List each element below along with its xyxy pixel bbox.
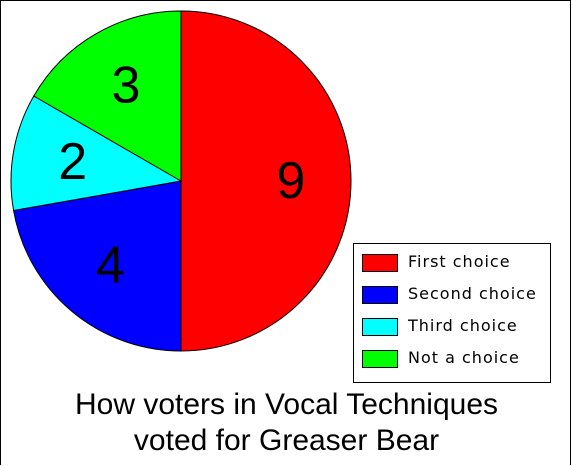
slice-value-label-not-a-choice: 3 <box>112 57 141 115</box>
pie-slice-second-choice <box>13 180 182 352</box>
chart-title: How voters in Vocal Techniques voted for… <box>1 387 572 459</box>
legend-label-not-a-choice: Not a choice <box>408 348 520 367</box>
slice-value-label-third-choice: 2 <box>58 133 87 191</box>
legend-label-second-choice: Second choice <box>408 284 537 303</box>
legend: First choice Second choice Third choice … <box>353 243 551 383</box>
chart-title-line-1: How voters in Vocal Techniques <box>74 388 499 421</box>
legend-swatch-third-choice <box>362 318 398 336</box>
legend-label-first-choice: First choice <box>408 252 511 271</box>
legend-swatch-second-choice <box>362 286 398 304</box>
pie-slice-third-choice <box>10 95 183 212</box>
chart-title-line-2: voted for Greaser Bear <box>133 424 440 457</box>
slice-value-label-second-choice: 4 <box>96 236 125 294</box>
pie-slice-not-a-choice <box>33 10 182 182</box>
legend-swatch-not-a-choice <box>362 350 398 368</box>
pie-slice-first-choice <box>180 10 352 352</box>
slice-value-label-first-choice: 9 <box>277 152 306 210</box>
legend-label-third-choice: Third choice <box>408 316 518 335</box>
legend-swatch-first-choice <box>362 254 398 272</box>
